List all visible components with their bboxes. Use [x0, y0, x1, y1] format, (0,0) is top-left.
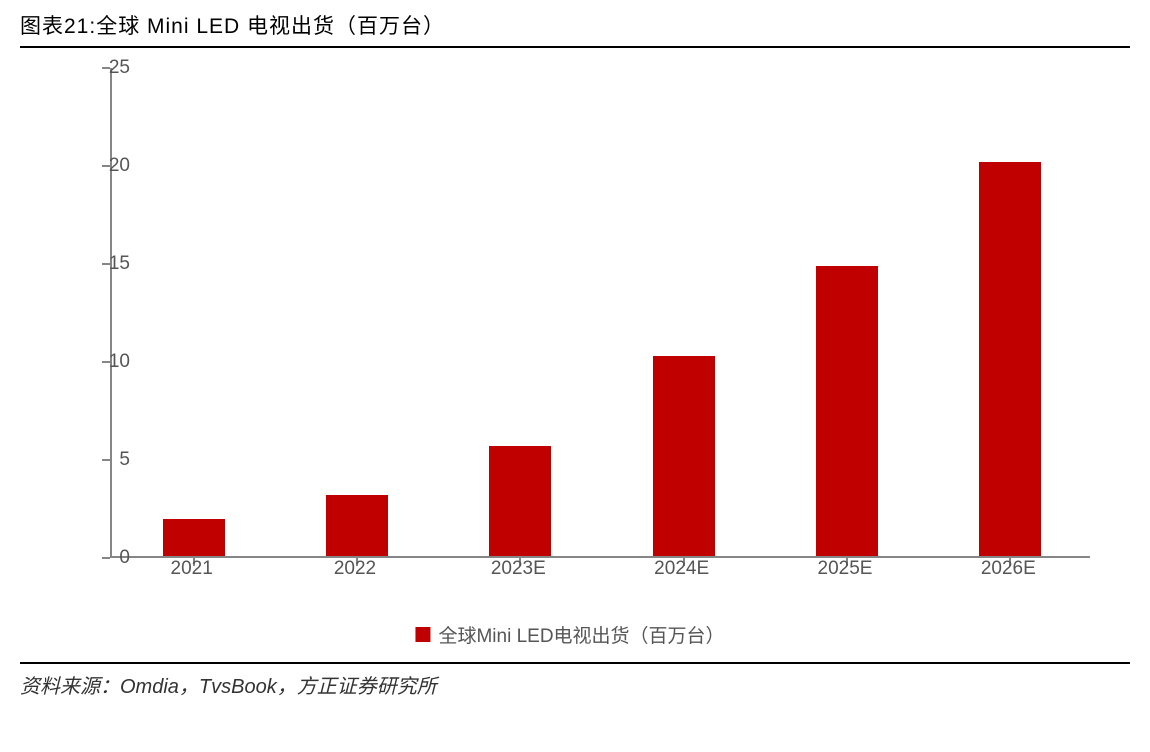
bar — [653, 356, 715, 556]
bar — [163, 519, 225, 556]
bar — [326, 495, 388, 556]
source-text: 资料来源：Omdia，TvsBook，方正证券研究所 — [20, 664, 1130, 699]
legend-swatch — [415, 627, 430, 642]
xtick-label: 2025E — [818, 558, 873, 580]
bar — [816, 266, 878, 556]
figure-container: 图表21:全球 Mini LED 电视出货（百万台） 全球Mini LED电视出… — [0, 0, 1150, 709]
xtick-label: 2023E — [491, 558, 546, 580]
xtick-label: 2026E — [981, 558, 1036, 580]
title-row: 图表21:全球 Mini LED 电视出货（百万台） — [20, 10, 1130, 48]
chart-area: 全球Mini LED电视出货（百万台） 0 5 10 15 20 25 2021 2022 20… — [20, 58, 1120, 658]
legend: 全球Mini LED电视出货（百万台） — [415, 621, 724, 648]
ytick-label: 10 — [70, 351, 130, 373]
ytick-label: 5 — [70, 449, 130, 471]
bar — [979, 162, 1041, 556]
ytick-label: 20 — [70, 155, 130, 177]
ytick-label: 0 — [70, 547, 130, 569]
bar — [489, 446, 551, 556]
legend-label: 全球Mini LED电视出货（百万台） — [438, 621, 724, 648]
xtick-label: 2024E — [654, 558, 709, 580]
ytick-label: 15 — [70, 253, 130, 275]
chart-title: 图表21:全球 Mini LED 电视出货（百万台） — [20, 10, 1130, 40]
plot-area — [110, 68, 1090, 558]
ytick-label: 25 — [70, 57, 130, 79]
xtick-label: 2022 — [334, 558, 376, 580]
xtick-label: 2021 — [171, 558, 213, 580]
